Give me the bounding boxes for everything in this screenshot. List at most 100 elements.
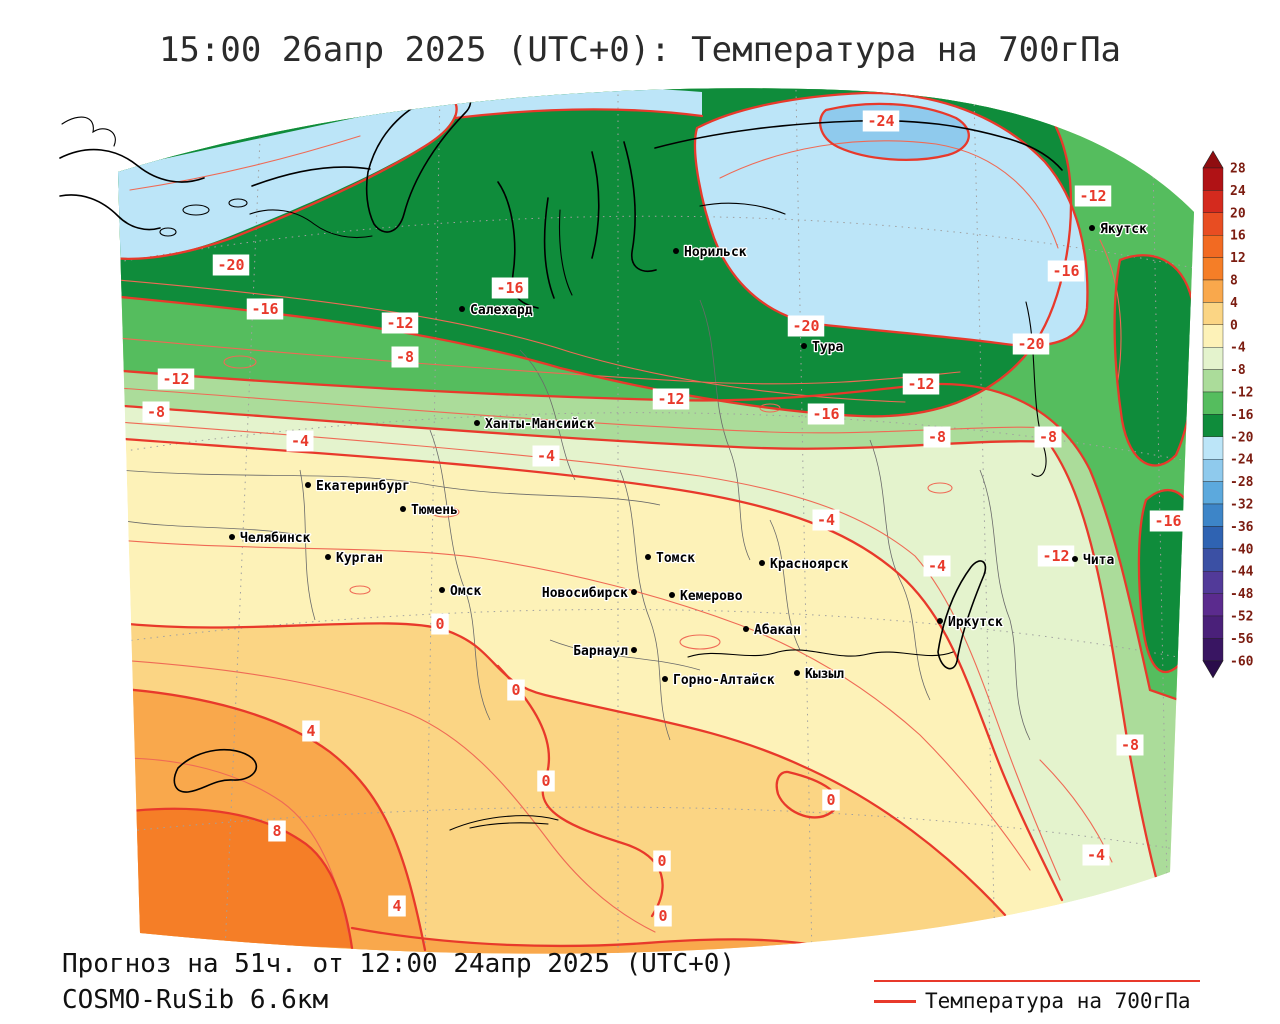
- city-dot: [400, 506, 406, 512]
- contour-label-box: [381, 312, 419, 334]
- contour-label-box: [787, 315, 825, 337]
- colorbar-tick-label: -52: [1230, 610, 1253, 625]
- contour-label: -12: [907, 375, 934, 393]
- contour-label: -12: [162, 370, 189, 388]
- contour-label-box: [1116, 734, 1144, 756]
- contour-label-box: [532, 445, 560, 467]
- colorbar-tick-label: -48: [1230, 587, 1254, 602]
- colorbar-tick-label: -24: [1230, 453, 1254, 468]
- contour-label: 0: [511, 681, 520, 699]
- city-dot: [662, 676, 668, 682]
- city-label: Красноярск: [770, 557, 848, 572]
- contour-label: 0: [435, 615, 444, 633]
- contour-label-box: [302, 720, 320, 742]
- city-dot: [631, 647, 637, 653]
- colorbar-segment: [1202, 414, 1224, 437]
- city-label: Омск: [450, 584, 481, 599]
- city-label: Кемерово: [680, 589, 743, 604]
- contour-label: -8: [1121, 736, 1139, 754]
- colorbar-segment: [1202, 369, 1224, 393]
- city-dot: [645, 554, 651, 560]
- colorbar: 28 24 20 16 12 8 4 0 -4 -8 -12 -16 -20 -24 -28 -32 -36 -4…: [1202, 150, 1254, 679]
- contour-label-box: [1149, 510, 1187, 532]
- band-8-12: [122, 808, 352, 948]
- colorbar-segment: [1202, 593, 1224, 617]
- colorbar-tick-label: 28: [1230, 162, 1246, 177]
- city-label: Кызыл: [805, 667, 844, 682]
- colorbar-segment: [1202, 615, 1224, 639]
- city-label: Чита: [1083, 553, 1114, 568]
- colorbar-tick-label: -40: [1230, 542, 1254, 557]
- city-label: Якутск: [1100, 222, 1147, 237]
- contour-label: 4: [392, 897, 401, 915]
- contour-label: -12: [1079, 187, 1106, 205]
- city-dot: [631, 589, 637, 595]
- city-label: Иркутск: [948, 615, 1003, 630]
- colorbar-segment: [1202, 571, 1224, 594]
- city-dot: [1089, 225, 1095, 231]
- colorbar-segment: [1202, 167, 1224, 191]
- contour-label-box: [391, 346, 419, 368]
- contour-label: -8: [1039, 428, 1057, 446]
- contour-label-box: [286, 430, 314, 452]
- contour-label-box: [268, 820, 286, 842]
- model-info: COSMO-RuSib 6.6км: [62, 985, 329, 1015]
- contour-label-box: [157, 368, 195, 390]
- contour-label-box: [653, 850, 671, 872]
- city-dot: [937, 618, 943, 624]
- contour-label: -8: [147, 403, 165, 421]
- contour-label-box: [1037, 545, 1075, 567]
- contour-label-box: [862, 110, 900, 132]
- contour-label: -16: [1154, 512, 1181, 530]
- contour-label-box: [807, 403, 845, 425]
- contour-label: -12: [1042, 547, 1069, 565]
- colorbar-segment: [1202, 436, 1224, 460]
- colorbar-segment: [1202, 234, 1224, 258]
- city-label: Норильск: [684, 245, 747, 260]
- cities: Норильск Салехард Тура Якутск Ханты-Мансийск…: [229, 221, 1148, 689]
- city-dot: [669, 592, 675, 598]
- colorbar-segment: [1202, 302, 1224, 325]
- contour-label: -4: [817, 511, 835, 529]
- colorbar-segment: [1202, 347, 1224, 370]
- contour-label: -4: [928, 557, 946, 575]
- band-minus24-minus20-tongue: [695, 92, 1088, 346]
- city-dot: [759, 560, 765, 566]
- colorbar-top-arrow: [1202, 150, 1224, 169]
- contour-label-box: [1074, 185, 1112, 207]
- city-dot: [439, 587, 445, 593]
- city-label: Тура: [812, 340, 843, 355]
- band-minus20-minus16-east: [1114, 255, 1194, 466]
- colorbar-tick-label: 4: [1230, 296, 1238, 311]
- colorbar-segment: [1202, 481, 1224, 505]
- colorbar-tick-label: 24: [1230, 184, 1246, 199]
- city-label: Курган: [336, 551, 383, 566]
- colorbar-tick-label: -56: [1230, 632, 1254, 647]
- contour-label-box: [822, 789, 840, 811]
- contour-label-box: [654, 905, 672, 927]
- contour-label-box: [491, 277, 529, 299]
- city-label: Ханты-Мансийск: [485, 417, 595, 432]
- city-label: Горно-Алтайск: [673, 673, 775, 688]
- contour-label: -12: [657, 390, 684, 408]
- colorbar-tick-label: -44: [1230, 565, 1254, 580]
- contour-label: 0: [826, 791, 835, 809]
- contour-label-box: [902, 373, 940, 395]
- contour-label: -4: [1087, 846, 1105, 864]
- contour-label-box: [1082, 844, 1110, 866]
- contour-label: -4: [291, 432, 309, 450]
- colorbar-tick-label: 20: [1230, 206, 1246, 221]
- contour-label: -16: [1052, 262, 1079, 280]
- footer: Прогноз на 51ч. от 12:00 24апр 2025 (UTC…: [62, 946, 735, 1018]
- city-dot: [673, 248, 679, 254]
- map-legend: Температура на 700гПа: [874, 980, 1200, 1013]
- contour-label-box: [246, 298, 284, 320]
- colorbar-segment: [1202, 638, 1224, 662]
- contour-label: -20: [792, 317, 819, 335]
- contour-label: 0: [657, 852, 666, 870]
- colorbar-segment: [1202, 324, 1224, 348]
- contour-label-box: [1012, 333, 1050, 355]
- lake-baikal: [937, 560, 987, 670]
